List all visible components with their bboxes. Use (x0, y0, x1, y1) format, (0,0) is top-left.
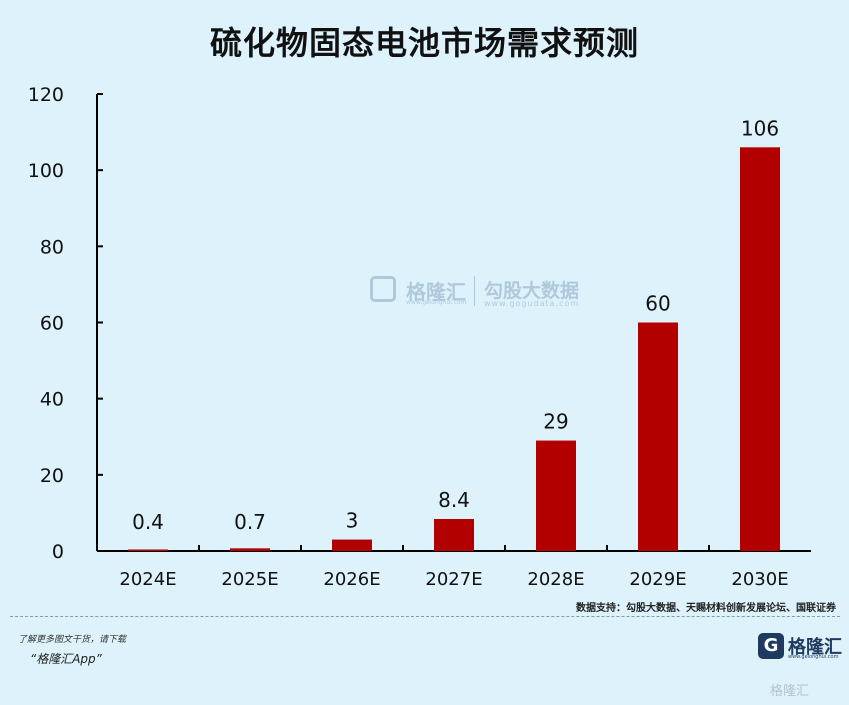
bar (536, 440, 576, 551)
data-source: 数据支持：勾股大数据、天赐材料创新发展论坛、国联证券 (576, 603, 836, 614)
watermark-logo-icon (370, 276, 396, 302)
bar (230, 548, 270, 551)
y-tick-label: 40 (40, 389, 64, 411)
footer-divider (10, 616, 840, 617)
logo-name: 格隆汇 (788, 637, 842, 658)
x-tick-label: 2026E (323, 569, 380, 590)
logo-url: www.gelonghui.com (788, 654, 839, 660)
corner-watermark: 格隆汇 (770, 684, 810, 699)
x-tick-label: 2025E (221, 569, 278, 590)
bar (332, 539, 372, 551)
bar-value-label: 60 (645, 292, 670, 316)
x-tick-label: 2024E (119, 569, 176, 590)
bar-value-label: 0.4 (132, 510, 164, 534)
bar-value-label: 8.4 (438, 488, 470, 512)
x-tick-label: 2028E (527, 569, 584, 590)
gelonghui-logo: G 格隆汇 www.gelonghui.com (758, 633, 843, 663)
watermark-divider (474, 276, 475, 306)
x-tick-label: 2027E (425, 569, 482, 590)
watermark-partner-url: www.gogudata.com (484, 299, 580, 308)
y-tick-label: 0 (52, 541, 64, 563)
y-tick-label: 60 (40, 313, 64, 335)
bar (434, 519, 474, 551)
bar-value-label: 29 (543, 410, 568, 434)
bar-value-label: 106 (741, 116, 779, 140)
y-tick-label: 100 (28, 160, 64, 182)
logo-g-icon: G (758, 633, 784, 659)
y-tick-label: 120 (28, 84, 64, 106)
watermark: 格隆汇 www.gelonghui.com 勾股大数据 www.gogudata… (370, 272, 600, 312)
bar-value-label: 3 (346, 509, 359, 533)
bar-chart: 0 20 40 60 80 100 120 0.4 2024E 0.7 2025E 3 2026E 8.4… (28, 84, 811, 590)
x-tick-label: 2029E (629, 569, 686, 590)
bar (740, 147, 780, 552)
watermark-partner: 勾股大数据 (484, 280, 580, 302)
bar (638, 322, 678, 551)
bar (128, 549, 168, 551)
footer-app-name: “格隆汇App” (30, 652, 102, 666)
watermark-brand: 格隆汇 (406, 280, 466, 304)
chart-title: 硫化物固态电池市场需求预测 (209, 24, 639, 62)
y-tick-label: 20 (40, 465, 64, 487)
y-tick-label: 80 (40, 236, 64, 258)
watermark-brand-url: www.gelonghui.com (406, 299, 467, 306)
bar-value-label: 0.7 (234, 510, 266, 534)
x-tick-label: 2030E (731, 569, 788, 590)
footer-promo-text: 了解更多图文干货，请下载 (18, 635, 127, 645)
